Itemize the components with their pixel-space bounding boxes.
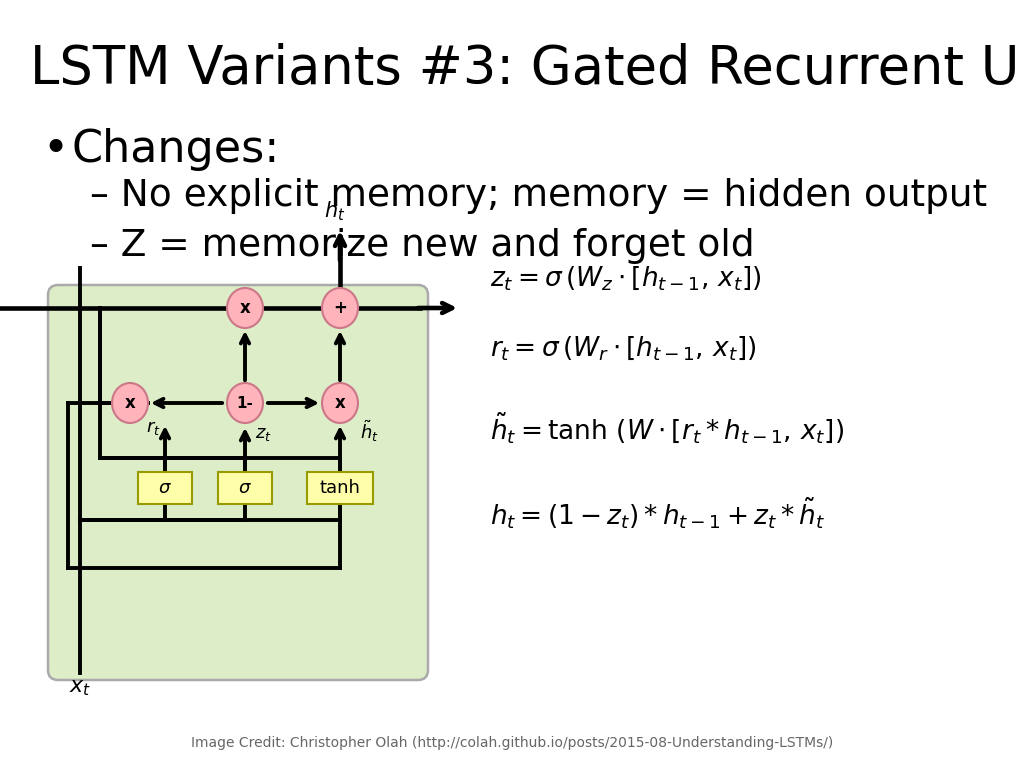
Ellipse shape [112, 383, 148, 423]
Text: $\tilde{h}_t = \tanh\,(W \cdot [r_t * h_{t-1},\, x_t])$: $\tilde{h}_t = \tanh\,(W \cdot [r_t * h_… [490, 410, 844, 445]
Ellipse shape [322, 383, 358, 423]
Text: $\tilde{h}_t$: $\tilde{h}_t$ [360, 419, 379, 445]
Text: – No explicit memory; memory = hidden output: – No explicit memory; memory = hidden ou… [90, 178, 987, 214]
Text: $\sigma$: $\sigma$ [238, 479, 252, 497]
FancyBboxPatch shape [218, 472, 272, 504]
Text: $r_t = \sigma\,(W_r \cdot [h_{t-1},\, x_t])$: $r_t = \sigma\,(W_r \cdot [h_{t-1},\, x_… [490, 334, 757, 362]
Text: Changes:: Changes: [72, 128, 281, 171]
Ellipse shape [227, 288, 263, 328]
Text: $z_t$: $z_t$ [255, 425, 271, 443]
Text: LSTM Variants #3: Gated Recurrent Units: LSTM Variants #3: Gated Recurrent Units [30, 43, 1024, 95]
Ellipse shape [227, 383, 263, 423]
Text: – Z = memorize new and forget old: – Z = memorize new and forget old [90, 228, 755, 264]
Text: x: x [125, 394, 135, 412]
Text: $\sigma$: $\sigma$ [158, 479, 172, 497]
FancyBboxPatch shape [307, 472, 373, 504]
Text: $x_t$: $x_t$ [69, 678, 91, 698]
Text: •: • [42, 128, 69, 171]
Text: tanh: tanh [319, 479, 360, 497]
Text: $r_t$: $r_t$ [146, 419, 161, 437]
FancyBboxPatch shape [138, 472, 193, 504]
Text: $h_t = (1 - z_t) * h_{t-1} + z_t * \tilde{h}_t$: $h_t = (1 - z_t) * h_{t-1} + z_t * \tild… [490, 495, 825, 531]
Text: x: x [335, 394, 345, 412]
FancyBboxPatch shape [48, 285, 428, 680]
Text: +: + [333, 299, 347, 317]
Text: $h_t$: $h_t$ [325, 200, 346, 223]
Text: Image Credit: Christopher Olah (http://colah.github.io/posts/2015-08-Understandi: Image Credit: Christopher Olah (http://c… [190, 736, 834, 750]
Ellipse shape [322, 288, 358, 328]
Text: x: x [240, 299, 251, 317]
Text: $z_t = \sigma\,(W_z \cdot [h_{t-1},\, x_t])$: $z_t = \sigma\,(W_z \cdot [h_{t-1},\, x_… [490, 264, 762, 292]
Text: 1-: 1- [237, 396, 253, 411]
